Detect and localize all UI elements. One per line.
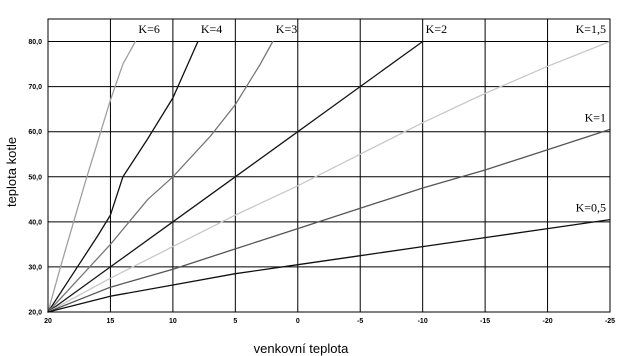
series-label-6: K=0,5 (576, 201, 606, 215)
y-tick-label: 70,0 (28, 84, 42, 91)
y-tick-label: 60,0 (28, 129, 42, 136)
x-tick-label: 5 (233, 318, 237, 325)
x-tick-label: -25 (605, 318, 615, 325)
x-tick-label: 0 (296, 318, 300, 325)
y-axis-tick-labels: 20,0 30,0 40,0 50,0 60,0 70,0 80,0 (28, 39, 42, 316)
series-label-1: K=4 (201, 22, 222, 36)
x-tick-label: 15 (107, 318, 115, 325)
y-axis-title: teplota kotle (4, 137, 19, 207)
series-label-4: K=1,5 (576, 22, 606, 36)
x-axis-tick-labels: 20 15 10 5 0 -5 -10 -15 -20 -25 (44, 318, 615, 325)
x-tick-label: -15 (480, 318, 490, 325)
y-tick-label: 80,0 (28, 39, 42, 46)
y-tick-label: 30,0 (28, 264, 42, 271)
series-label-5: K=1 (585, 110, 606, 124)
x-tick-label: -10 (418, 318, 428, 325)
series-label-2: K=3 (276, 22, 297, 36)
y-tick-label: 50,0 (28, 174, 42, 181)
plot-background (48, 19, 610, 312)
x-axis-title: venkovní teplota (254, 341, 349, 356)
x-tick-label: 10 (169, 318, 177, 325)
x-tick-label: -20 (542, 318, 552, 325)
y-tick-label: 20,0 (28, 310, 42, 317)
series-label-0: K=6 (138, 22, 159, 36)
y-tick-label: 40,0 (28, 219, 42, 226)
x-tick-label: -5 (357, 318, 363, 325)
series-label-3: K=2 (426, 22, 447, 36)
x-tick-label: 20 (44, 318, 52, 325)
